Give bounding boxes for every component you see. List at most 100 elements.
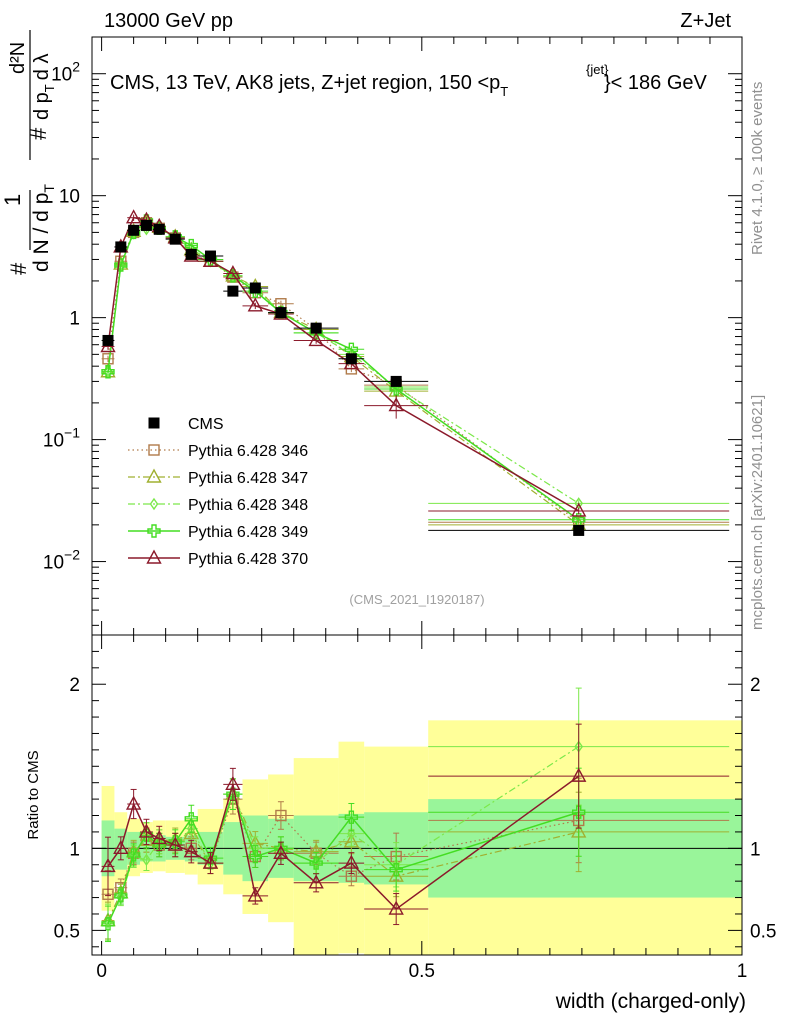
ratio-y-tick-label: 1 [69, 839, 80, 860]
ratio-y-tick-label-right: 1 [750, 839, 761, 860]
ratio-point [167, 836, 183, 851]
legend-label: Pythia 6.428 370 [188, 551, 308, 568]
y-label-one: 1 [0, 194, 25, 206]
ratio-point [138, 823, 155, 838]
ratio-point [248, 849, 262, 864]
legend-marker [146, 549, 162, 564]
x-tick-label: 1 [737, 961, 748, 982]
data-point [388, 397, 404, 412]
x-tick-label: 0.5 [409, 961, 435, 982]
main-x-axis [101, 37, 743, 635]
ratio-point [114, 889, 128, 903]
data-point [102, 334, 114, 346]
ratio-point [343, 833, 360, 848]
ratio-point [343, 854, 360, 869]
ratio-point [184, 812, 198, 826]
mcplots-label: mcplots.cern.ch [arXiv:2401.10621] [749, 395, 766, 630]
data-point [125, 209, 142, 224]
ratio-y-tick-label: 2 [69, 675, 80, 696]
ratio-point [202, 854, 219, 869]
main-panel: CMS Pythia 6.428 346 Pythia 6.428 347 Pythi… [0, 30, 743, 636]
data-point [169, 233, 181, 245]
data-point [128, 224, 140, 236]
legend-marker [149, 497, 159, 511]
ratio-point [100, 857, 116, 873]
legend-marker [148, 444, 160, 456]
ratio-point [183, 843, 199, 858]
main-series [100, 209, 730, 536]
legend-entry: Pythia 6.428 370 [128, 549, 308, 568]
ratio-point [225, 775, 241, 791]
ratio-point [142, 853, 151, 867]
ratio-point [275, 809, 287, 822]
ratio-series-pythia-6-428-370 [100, 723, 730, 926]
data-point [275, 307, 287, 319]
rivet-label: Rivet 4.1.0, ≥ 100k events [749, 82, 766, 255]
x-axis-label: width (charged-only) [555, 990, 746, 1013]
main-y-tick-label: 10−2 [43, 547, 80, 574]
legend-label: Pythia 6.428 348 [188, 497, 308, 514]
data-point [389, 382, 403, 396]
main-y-tick-label: 102 [51, 59, 80, 86]
y-label-dpt-dlambda: d pTd λ [31, 54, 57, 120]
data-point [573, 524, 585, 536]
legend-entry: Pythia 6.428 348 [128, 497, 308, 514]
ratio-point [247, 887, 263, 902]
main-y-tick-label: 1 [69, 309, 80, 330]
ratio-point [168, 835, 182, 849]
ratio-y-label: Ratio to CMS [25, 750, 42, 839]
data-point [390, 375, 402, 387]
ratio-y-axis: 0.5 0.5 1 1 2 2 [54, 650, 776, 948]
y-label-dn-dpt: d N / d pT [30, 184, 57, 272]
data-point [249, 282, 261, 294]
legend-entry: CMS [148, 416, 224, 433]
data-point [310, 322, 322, 334]
ratio-point [113, 839, 129, 855]
ratio-point [571, 767, 587, 782]
data-point [345, 353, 357, 365]
data-point [225, 265, 241, 280]
header-right: Z+Jet [680, 10, 731, 32]
legend-label: Pythia 6.428 349 [188, 524, 308, 541]
legend-label: Pythia 6.428 346 [188, 443, 308, 460]
ratio-point [186, 822, 196, 835]
chart-title-end: }< 186 GeV [604, 72, 708, 94]
ratio-point [572, 805, 586, 819]
ratio-point [151, 830, 167, 845]
ratio-panel: 0.5 0.51 12 2 0 0.5 1 Ratio to CMS width (cha… [25, 634, 776, 1013]
analysis-tag: (CMS_2021_I1920187) [349, 592, 484, 607]
main-y-axis: 102 10 1 10−1 10−2 [43, 36, 742, 626]
ratio-point [388, 900, 404, 915]
legend: CMS Pythia 6.428 346 Pythia 6.428 347 Pythi… [128, 416, 308, 568]
ratio-point [309, 856, 323, 870]
y-label-d2n: d²N [7, 42, 29, 74]
data-point [140, 219, 152, 231]
legend-marker [146, 468, 162, 483]
data-point [153, 223, 165, 235]
data-point [114, 258, 128, 272]
legend-label: CMS [188, 416, 224, 433]
ratio-y-tick-label: 0.5 [54, 921, 80, 942]
main-plot-area [92, 37, 742, 635]
data-point [115, 241, 127, 253]
x-tick-label: 0 [96, 961, 107, 982]
data-point [308, 331, 324, 347]
ratio-point [389, 862, 403, 877]
ratio-x-axis: 0 0.5 1 [96, 635, 747, 982]
ratio-series [100, 687, 730, 943]
data-point [101, 365, 115, 379]
y-label-hash-mid: # [26, 127, 51, 140]
chart-title: CMS, 13 TeV, AK8 jets, Z+jet region, 150… [110, 72, 508, 99]
ratio-point [101, 917, 115, 931]
legend-marker [148, 417, 160, 429]
ratio-y-tick-label-right: 0.5 [750, 921, 776, 942]
header-left: 13000 GeV pp [104, 10, 233, 32]
main-y-tick-label: 10 [59, 187, 80, 208]
data-point [185, 248, 197, 260]
data-point [204, 250, 216, 262]
series-cms [101, 219, 730, 536]
ratio-point [125, 795, 142, 810]
data-point [227, 285, 239, 297]
legend-label: Pythia 6.428 347 [188, 470, 308, 487]
